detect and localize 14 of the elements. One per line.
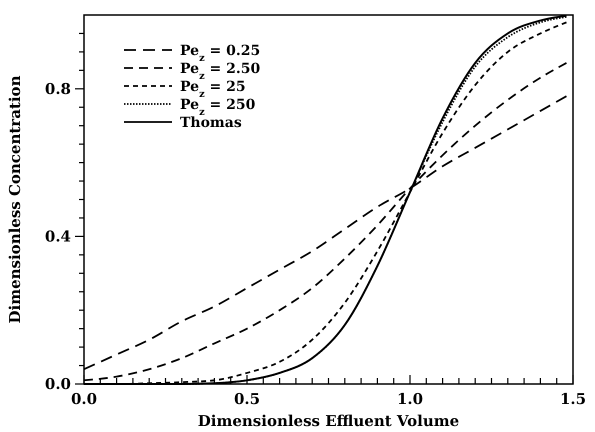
y-tick-label: 0.0 [44, 375, 71, 393]
y-tick-label: 0.4 [44, 227, 71, 246]
y-tick-label: 0.8 [44, 80, 71, 98]
legend-label: Pe$_{z}$ = 2.50 [180, 61, 260, 82]
legend-label: Pe$_{z}$ = 250 [180, 97, 256, 118]
legend-label: Thomas [180, 115, 242, 131]
x-axis-title: Dimensionless Effluent Volume [198, 412, 460, 430]
x-tick-label: 1.5 [560, 390, 586, 408]
legend-label: Pe$_{z}$ = 0.25 [180, 43, 260, 64]
x-tick-label: 0.0 [70, 390, 98, 408]
x-tick-label: 0.5 [234, 390, 260, 408]
legend-label: Pe$_{z}$ = 25 [180, 79, 246, 100]
y-axis-title: Dimensionless Concentration [6, 75, 24, 324]
x-tick-label: 1.0 [396, 390, 424, 408]
